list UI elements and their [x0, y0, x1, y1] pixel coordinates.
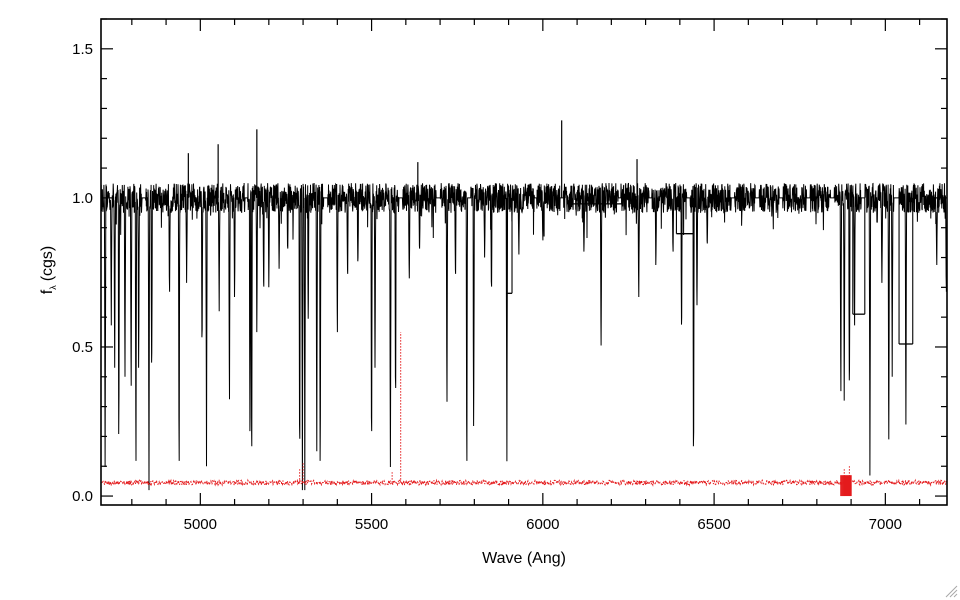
y-tick-label: 0.0: [72, 488, 93, 505]
error-series-line: [101, 478, 947, 487]
tick-labels: 5000 5500 6000 6500 7000 0.0 0.5 1.0 1.5: [72, 41, 902, 533]
y-axis-title-unit: (cgs): [39, 246, 56, 282]
flux-series-line: [101, 182, 947, 491]
y-tick-label: 1.5: [72, 41, 93, 58]
x-tick-label: 6000: [526, 516, 559, 533]
x-tick-label: 5000: [184, 516, 217, 533]
x-axis-title: Wave (Ang): [482, 550, 566, 567]
x-tick-label: 5500: [355, 516, 388, 533]
axes-layer: [100, 18, 948, 506]
y-axis-title-main: f: [39, 289, 56, 294]
y-tick-label: 0.5: [72, 339, 93, 356]
x-tick-label: 6500: [697, 516, 730, 533]
y-axis-title-sub: λ: [48, 285, 58, 290]
y-tick-label: 1.0: [72, 190, 93, 207]
resize-grip-icon[interactable]: [944, 584, 958, 598]
svg-text:fλ(cgs): fλ (cgs): [39, 246, 58, 295]
plot-frame: [100, 18, 948, 506]
y-axis-title: fλ (cgs): [39, 246, 58, 295]
x-tick-label: 7000: [869, 516, 902, 533]
series-layer: [101, 120, 947, 497]
